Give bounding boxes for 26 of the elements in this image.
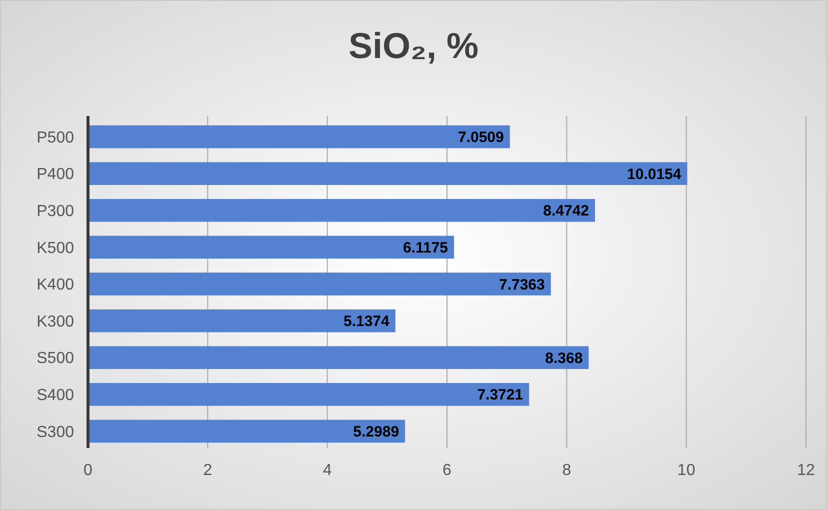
y-tick-label: S400 [36, 387, 74, 404]
chart-title: SiO₂, % [348, 25, 479, 66]
x-tick-label: 2 [203, 462, 212, 479]
data-label: 8.368 [545, 350, 583, 367]
y-tick-label: P500 [36, 129, 74, 146]
x-tick-label: 6 [442, 462, 452, 479]
y-tick-label: K300 [36, 313, 74, 330]
data-label: 5.1374 [343, 313, 390, 330]
data-label: 7.7363 [499, 276, 545, 294]
y-tick-label: P400 [36, 166, 74, 184]
data-label: 7.3721 [477, 386, 524, 404]
data-label: 10.0154 [627, 166, 682, 183]
y-tick-label: P300 [36, 202, 74, 220]
data-label: 6.1175 [402, 239, 448, 256]
data-label: 7.0509 [458, 129, 504, 146]
x-tick-label: 0 [84, 462, 93, 479]
y-tick-label: S500 [36, 350, 74, 368]
x-tick-label: 10 [677, 462, 696, 479]
x-tick-label: 4 [322, 462, 332, 479]
y-tick-label: K500 [36, 240, 74, 257]
x-tick-label: 12 [797, 462, 815, 479]
x-tick-label: 8 [562, 462, 572, 479]
y-tick-label: K400 [36, 276, 74, 294]
data-label: 8.4742 [543, 202, 590, 220]
data-label: 5.2989 [353, 423, 400, 440]
y-tick-label: S300 [36, 424, 74, 441]
